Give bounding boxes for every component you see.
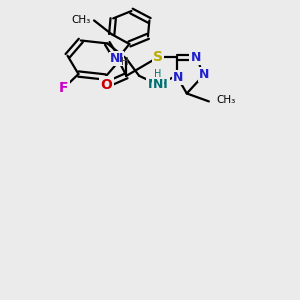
Text: F: F [59, 81, 68, 95]
Text: N: N [190, 51, 201, 64]
Text: H: H [154, 69, 162, 79]
Text: N: N [199, 68, 210, 81]
Text: N: N [173, 71, 183, 84]
Text: NH: NH [148, 78, 168, 91]
Text: N: N [112, 52, 123, 65]
Text: N: N [153, 78, 163, 91]
Text: H: H [121, 57, 129, 67]
Text: O: O [100, 78, 112, 92]
Text: S: S [153, 50, 163, 64]
Text: N: N [110, 52, 120, 65]
Text: CH₃: CH₃ [216, 95, 236, 105]
Text: CH₃: CH₃ [72, 15, 91, 26]
